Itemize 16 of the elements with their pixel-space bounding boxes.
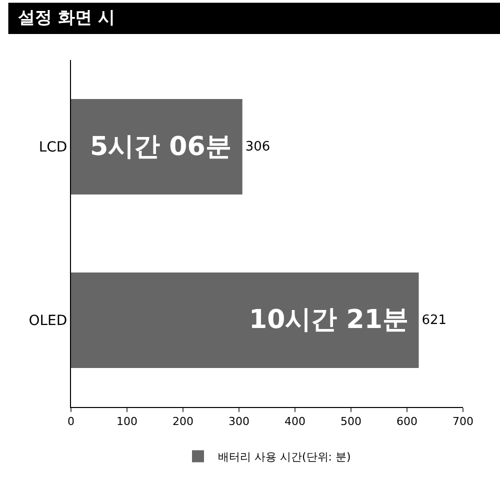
x-tick-label: 100	[116, 415, 138, 428]
x-tick-label: 200	[172, 415, 194, 428]
x-tick-label: 600	[396, 415, 418, 428]
data-label: 621	[422, 312, 447, 328]
data-label: 306	[245, 139, 270, 154]
annotation: 5시간 06분	[90, 132, 232, 162]
legend-label: 배터리 사용 시간(단위: 분)	[218, 450, 351, 464]
x-tick-label: 300	[228, 415, 250, 428]
x-tick-label: 0	[68, 415, 74, 428]
x-tick-label: 700	[452, 415, 474, 428]
x-tick-label: 400	[284, 415, 306, 428]
y-tick-label: LCD	[38, 140, 68, 156]
chart-title: 설정 화면 시	[18, 8, 115, 28]
annotation: 10시간 21분	[249, 305, 408, 335]
y-tick-label: OLED	[28, 313, 68, 330]
x-tick-label: 500	[340, 415, 362, 428]
